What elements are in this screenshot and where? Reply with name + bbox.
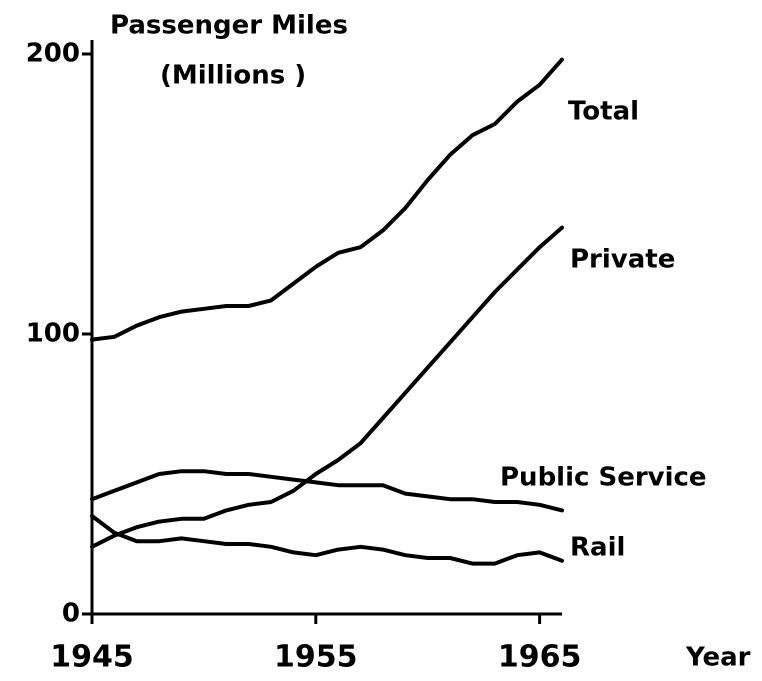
series-line	[90, 514, 564, 566]
series-label: Public Service	[500, 463, 707, 493]
series-line	[90, 57, 564, 342]
y-tick-label: 100	[26, 319, 80, 349]
y-tick-label: 0	[62, 599, 80, 629]
y-tick-label: 200	[26, 39, 80, 69]
y-axis-label: (Millions )	[160, 61, 306, 91]
y-axis-label: Passenger Miles	[110, 11, 348, 41]
series-line	[90, 225, 564, 549]
series-label: Private	[570, 245, 675, 275]
x-axis-label: Year	[685, 643, 751, 673]
series-label: Total	[568, 97, 639, 127]
series-line	[90, 469, 564, 513]
series-label: Rail	[570, 533, 625, 563]
x-tick-label: 1945	[50, 640, 134, 675]
x-tick-label: 1965	[498, 640, 582, 675]
x-tick-label: 1955	[274, 640, 358, 675]
